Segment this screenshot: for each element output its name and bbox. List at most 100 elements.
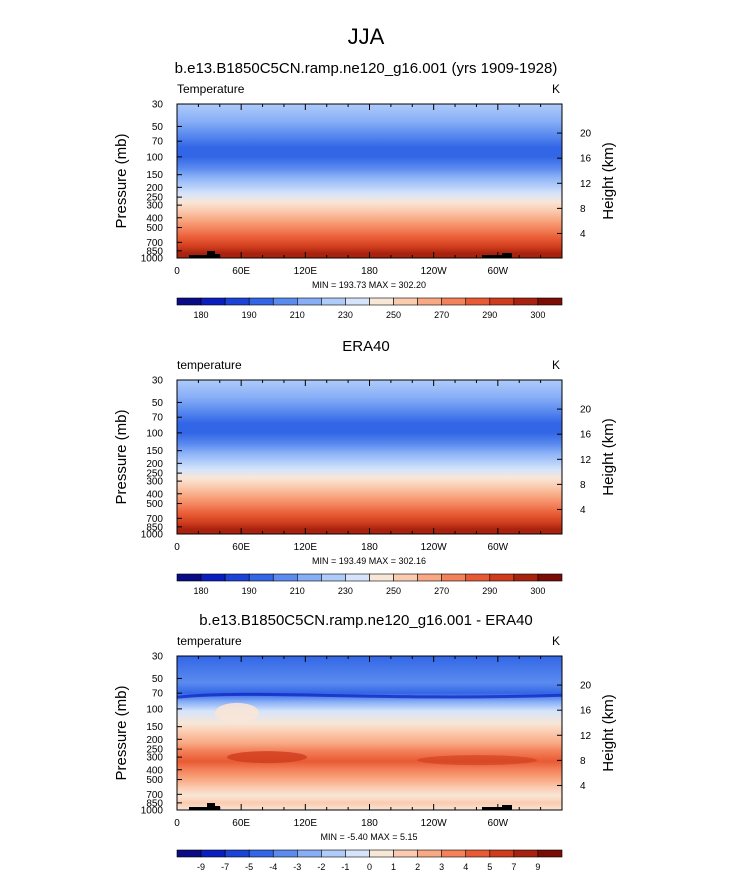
y2-tick-label: 20 <box>580 129 592 140</box>
y-tick-label: 300 <box>146 477 163 488</box>
x-tick-label: 120W <box>421 542 448 553</box>
y2-tick-label: 8 <box>580 756 586 767</box>
x-tick-label: 60E <box>232 266 250 277</box>
y-tick-label: 100 <box>146 428 163 439</box>
y-tick-label: 70 <box>152 413 164 424</box>
colorbar-swatch <box>417 573 442 582</box>
colorbar-swatch <box>176 297 202 306</box>
topography-mask <box>482 807 504 810</box>
colorbar-label: 3 <box>439 862 444 872</box>
colorbar-label: -9 <box>197 862 205 872</box>
min-max-stats: MIN = 193.73 MAX = 302.20 <box>312 280 426 290</box>
colorbar-label: 1 <box>391 862 396 872</box>
field-label: temperature <box>177 358 242 372</box>
topography-mask <box>189 255 215 258</box>
colorbar-label: 300 <box>530 310 545 320</box>
topography-mask <box>207 251 215 258</box>
contour-band <box>176 692 563 699</box>
x-tick-label: 60E <box>232 542 250 553</box>
colorbar-swatch <box>345 297 370 306</box>
y2-tick-label: 8 <box>580 480 586 491</box>
contour-field <box>177 104 562 258</box>
field-label: temperature <box>177 634 242 648</box>
colorbar-label: 2 <box>415 862 420 872</box>
colorbar-swatch <box>224 297 250 306</box>
y-tick-label: 250 <box>146 469 163 480</box>
colorbar-label: 290 <box>482 586 497 596</box>
colorbar-swatch <box>513 297 539 306</box>
y2-axis-label: Height (km) <box>600 142 617 220</box>
colorbar-label: 5 <box>487 862 492 872</box>
units-label: K <box>552 82 560 96</box>
y-tick-label: 500 <box>146 499 163 510</box>
y-tick-label: 50 <box>152 122 164 133</box>
colorbar-swatch <box>297 297 322 306</box>
y-tick-label: 50 <box>152 674 164 685</box>
colorbar-label: 230 <box>338 586 353 596</box>
panel-title: b.e13.B1850C5CN.ramp.ne120_g16.001 - ERA… <box>199 612 533 629</box>
y2-tick-label: 4 <box>580 781 586 792</box>
x-tick-label: 0 <box>174 266 180 277</box>
colorbar-swatch <box>321 297 346 306</box>
x-tick-label: 120E <box>294 542 318 553</box>
colorbar-swatch <box>321 849 346 858</box>
colorbar-swatch <box>513 849 539 858</box>
colorbar-swatch <box>489 297 515 306</box>
contour-field <box>177 656 562 810</box>
colorbar-label: 190 <box>242 586 257 596</box>
y-tick-label: 300 <box>146 201 163 212</box>
y-tick-label: 150 <box>146 446 163 457</box>
x-tick-label: 120W <box>421 266 448 277</box>
contour-cell <box>215 702 259 723</box>
y-tick-label: 300 <box>146 753 163 764</box>
units-label: K <box>552 634 560 648</box>
colorbar-swatch <box>272 297 298 306</box>
colorbar-label: 7 <box>511 862 516 872</box>
x-tick-label: 0 <box>174 818 180 829</box>
colorbar-label: 250 <box>386 310 401 320</box>
y2-tick-label: 12 <box>580 179 592 190</box>
colorbar-label: 230 <box>338 310 353 320</box>
colorbar-swatch <box>417 849 442 858</box>
y-tick-label: 200 <box>146 459 163 470</box>
y2-tick-label: 8 <box>580 204 586 215</box>
y-tick-label: 30 <box>152 100 164 111</box>
colorbar-swatch <box>441 849 467 858</box>
colorbar-swatch <box>297 573 322 582</box>
panel-title: ERA40 <box>342 338 390 355</box>
y-tick-label: 250 <box>146 745 163 756</box>
colorbar-swatch <box>465 573 491 582</box>
y2-tick-label: 20 <box>580 681 592 692</box>
y-tick-label: 50 <box>152 398 164 409</box>
y-tick-label: 1000 <box>141 806 164 817</box>
colorbar-swatch <box>465 297 491 306</box>
field-label: Temperature <box>177 82 245 96</box>
colorbar-swatch <box>224 849 250 858</box>
colorbar-label: -1 <box>341 862 349 872</box>
colorbar-swatch <box>272 573 298 582</box>
y-tick-label: 200 <box>146 183 163 194</box>
colorbar-label: 9 <box>535 862 540 872</box>
topography-mask <box>507 807 512 810</box>
y-tick-label: 700 <box>146 514 163 525</box>
colorbar: 180 190 210 230 250 270 290 300 <box>176 297 563 320</box>
colorbar-swatch <box>441 297 467 306</box>
topography-mask <box>215 254 220 258</box>
colorbar-swatch <box>200 849 226 858</box>
colorbar-label: 270 <box>434 586 449 596</box>
colorbar-swatch <box>248 849 274 858</box>
y-tick-label: 400 <box>146 765 163 776</box>
y-tick-label: 70 <box>152 689 164 700</box>
y-tick-label: 400 <box>146 213 163 224</box>
contour-cell <box>417 755 537 766</box>
page-title: JJA <box>348 24 385 49</box>
colorbar-swatch <box>465 849 491 858</box>
y-tick-label: 700 <box>146 238 163 249</box>
y2-tick-label: 16 <box>580 430 592 441</box>
x-tick-label: 60W <box>488 818 509 829</box>
colorbar-swatch <box>224 573 250 582</box>
colorbar-label: 0 <box>367 862 372 872</box>
x-tick-label: 60W <box>488 266 509 277</box>
y2-axis-label: Height (km) <box>600 694 617 772</box>
